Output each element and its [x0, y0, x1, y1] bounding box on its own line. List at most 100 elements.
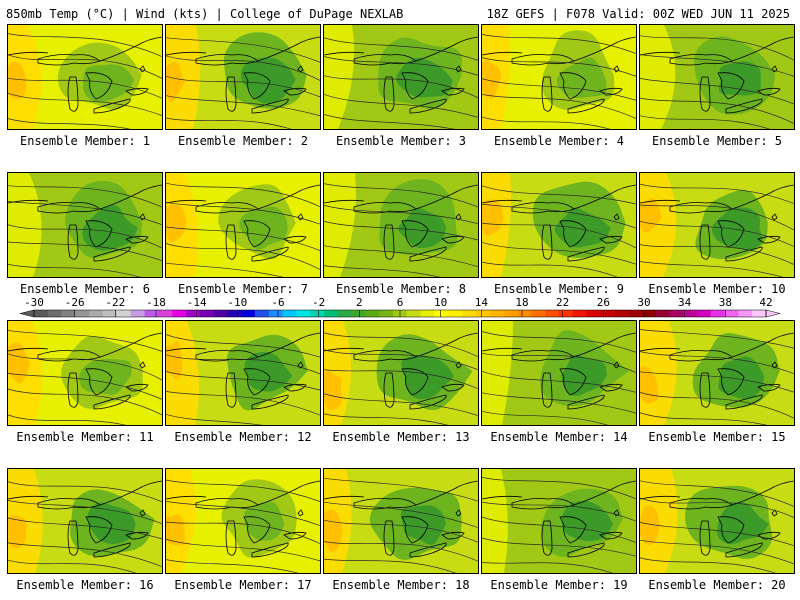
cool-core — [82, 205, 138, 251]
coastline — [640, 36, 794, 114]
ensemble-map-panel — [7, 468, 163, 574]
ensemble-member-caption: Ensemble Member: 16 — [16, 578, 154, 592]
warm-region — [324, 173, 356, 277]
ensemble-map-panel — [323, 172, 479, 278]
colorbar-swatch — [655, 310, 670, 317]
contour-lines — [482, 185, 636, 277]
colorbar-swatch — [365, 310, 380, 317]
contour-lines — [324, 332, 478, 425]
ensemble-map-panel — [481, 320, 637, 426]
colorbar-right-arrow — [765, 309, 781, 318]
warm-region — [166, 25, 201, 129]
contour-lines — [8, 33, 162, 129]
hot-spot — [166, 204, 187, 243]
colorbar-tick-label: 22 — [556, 296, 569, 309]
ensemble-member-caption: Ensemble Member: 1 — [19, 134, 151, 148]
coastline — [8, 332, 162, 410]
contour-lines — [640, 35, 794, 129]
contour-lines — [8, 481, 162, 573]
ensemble-member-caption: Ensemble Member: 18 — [332, 578, 470, 592]
colorbar-swatch — [75, 310, 90, 317]
ensemble-map-panel — [323, 320, 479, 426]
ensemble-member-caption: Ensemble Member: 15 — [648, 430, 786, 444]
hot-spot — [166, 514, 185, 546]
ensemble-member-caption: Ensemble Member: 7 — [177, 282, 309, 296]
cool-core — [561, 354, 607, 397]
colorbar-swatch — [185, 310, 201, 317]
colorbar-swatch — [213, 310, 228, 317]
warm-region — [8, 173, 42, 277]
colorbar-swatch — [531, 310, 546, 317]
header-left-title: 850mb Temp (°C) | Wind (kts) | College o… — [6, 7, 404, 21]
ensemble-member-caption: Ensemble Member: 19 — [490, 578, 628, 592]
colorbar-swatch — [738, 310, 753, 317]
contour-lines — [8, 329, 162, 425]
ensemble-member-caption: Ensemble Member: 20 — [648, 578, 786, 592]
warm-region — [482, 321, 513, 425]
colorbar-swatch — [268, 310, 283, 317]
contour-lines — [640, 329, 794, 425]
colorbar-tick-label: -22 — [105, 296, 125, 309]
hot-spot — [324, 510, 343, 552]
ensemble-member-caption: Ensemble Member: 11 — [16, 430, 154, 444]
colorbar-swatch — [572, 310, 587, 317]
colorbar-swatch — [641, 310, 656, 317]
ensemble-member-caption: Ensemble Member: 14 — [490, 430, 628, 444]
coastline — [166, 36, 320, 114]
contour-lines — [324, 37, 478, 129]
hot-spot — [8, 61, 27, 99]
ensemble-member-caption: Ensemble Member: 3 — [335, 134, 467, 148]
colorbar-swatch — [310, 310, 325, 317]
colorbar-swatch — [103, 310, 118, 317]
colorbar-swatch — [116, 310, 131, 317]
colorbar-swatch — [627, 310, 642, 317]
contour-lines — [640, 480, 794, 573]
colorbar-swatch — [696, 310, 712, 317]
colorbar-swatch — [710, 310, 725, 317]
colorbar-swatch — [475, 310, 491, 317]
cool-core — [79, 358, 132, 395]
colorbar-swatch — [324, 310, 339, 317]
hot-spot — [482, 60, 502, 99]
ensemble-map-panel — [165, 24, 321, 130]
colorbar-tick-label: -10 — [227, 296, 247, 309]
colorbar-tick-label: 2 — [356, 296, 363, 309]
colorbar-swatch — [158, 310, 173, 317]
cool-core — [83, 64, 135, 103]
colorbar-swatch — [199, 310, 214, 317]
coastline — [166, 184, 320, 262]
colorbar-swatch — [600, 310, 615, 317]
colorbar-tick-label: 10 — [434, 296, 447, 309]
ensemble-map-panel — [323, 468, 479, 574]
ensemble-map-panel — [481, 172, 637, 278]
ensemble-map-panel — [639, 320, 795, 426]
contour-lines — [8, 185, 162, 277]
colorbar-left-arrow — [19, 309, 35, 318]
colorbar-swatch — [34, 310, 49, 317]
colorbar-tick-label: 38 — [719, 296, 732, 309]
hot-spot — [640, 505, 660, 546]
colorbar-swatch — [558, 310, 573, 317]
ensemble-map-panel — [7, 320, 163, 426]
coastline — [166, 332, 320, 410]
colorbar-tick-label: 34 — [678, 296, 692, 309]
cool-core — [718, 61, 761, 96]
coastline — [324, 36, 478, 114]
ensemble-member-caption: Ensemble Member: 13 — [332, 430, 470, 444]
hot-spot — [166, 61, 185, 102]
colorbar-swatch — [296, 310, 311, 317]
colorbar-swatch — [503, 310, 518, 317]
colorbar-swatch — [406, 310, 422, 317]
contour-lines — [166, 37, 320, 129]
colorbar-swatch — [420, 310, 435, 317]
cool-core — [711, 207, 763, 251]
cool-core — [244, 351, 293, 392]
coastline — [8, 36, 162, 114]
contour-lines — [166, 182, 320, 277]
temperature-colorbar: -30 -26 -22 -18 -14 -10 -6 -2 2 6 10 14 18 22 26 30 34 38… — [19, 296, 781, 318]
coastline — [324, 480, 478, 558]
hot-spot — [166, 341, 183, 380]
ensemble-member-caption: Ensemble Member: 12 — [174, 430, 312, 444]
colorbar-swatch — [282, 310, 297, 317]
contour-lines — [166, 334, 320, 425]
